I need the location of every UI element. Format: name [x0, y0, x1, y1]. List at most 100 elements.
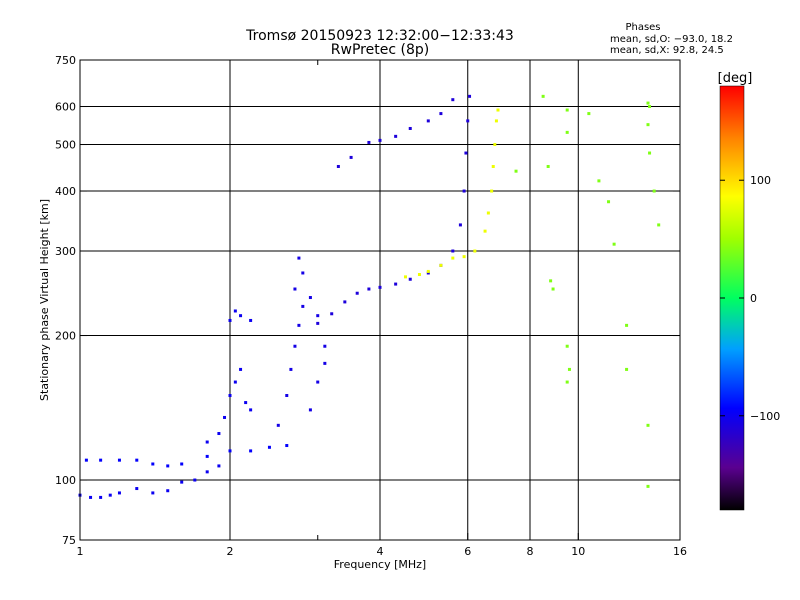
echo-point — [151, 462, 155, 466]
echo-point — [587, 112, 591, 116]
echo-point — [565, 130, 569, 134]
echo-point — [301, 271, 305, 275]
echo-point — [323, 344, 327, 348]
echo-point — [378, 285, 382, 289]
echo-point — [451, 256, 455, 260]
chart-title-line2: RwPretec (8p) — [331, 42, 429, 58]
echo-point — [541, 94, 545, 98]
echo-point — [228, 318, 232, 322]
echo-point — [657, 223, 661, 227]
y-tick-label: 100 — [55, 474, 76, 487]
echo-point — [285, 444, 289, 448]
x-tick-label: 10 — [571, 545, 585, 558]
echo-point — [293, 344, 297, 348]
echo-point — [135, 458, 139, 462]
echo-point — [289, 367, 293, 371]
echo-point — [316, 314, 320, 318]
echo-point — [99, 458, 103, 462]
echo-point — [439, 263, 443, 267]
echo-point — [426, 271, 430, 275]
echo-point — [249, 408, 253, 412]
echo-point — [483, 229, 487, 233]
echo-point — [228, 394, 232, 398]
echo-point — [403, 275, 407, 279]
x-tick-label: 2 — [227, 545, 234, 558]
y-axis-label: Stationary phase Virtual Height [km] — [38, 199, 51, 401]
echo-point — [394, 134, 398, 138]
echo-point — [466, 119, 470, 123]
y-tick-label: 750 — [55, 54, 76, 67]
echo-point — [652, 189, 656, 193]
echo-point — [646, 484, 650, 488]
echo-point — [244, 401, 248, 405]
echo-point — [355, 291, 359, 295]
echo-point — [551, 287, 555, 291]
echo-point — [193, 478, 197, 482]
y-axis-ticks: 75 100 200 300 400 500 600 750 — [55, 54, 680, 547]
colorbar-tick-label: 100 — [750, 174, 771, 187]
phases-heading: Phases — [625, 22, 660, 33]
echo-point — [394, 282, 398, 286]
echo-point — [612, 242, 616, 246]
x-tick-label: 8 — [527, 545, 534, 558]
echo-point — [462, 189, 466, 193]
echo-point — [330, 312, 334, 316]
echo-point — [166, 489, 170, 493]
echo-point — [468, 94, 472, 98]
colorbar-unit-label: [deg] — [718, 71, 753, 86]
echo-point — [217, 432, 221, 436]
echo-point — [408, 277, 412, 281]
echo-point — [514, 169, 518, 173]
echo-point — [135, 487, 139, 491]
colorbar-tick-label: 0 — [750, 292, 757, 305]
y-tick-label: 200 — [55, 330, 76, 343]
echo-point — [276, 423, 280, 427]
echo-point — [308, 408, 312, 412]
echo-point — [625, 367, 629, 371]
y-tick-label: 75 — [62, 534, 76, 547]
echo-point — [99, 495, 103, 499]
echo-point — [565, 380, 569, 384]
echo-point — [646, 123, 650, 127]
echo-point — [408, 126, 412, 130]
chart-title-line1: Tromsø 20150923 12:32:00−12:33:43 — [245, 28, 514, 44]
grid-lines — [80, 60, 680, 540]
echo-point — [117, 458, 121, 462]
echo-point — [426, 119, 430, 123]
echo-point — [336, 164, 340, 168]
echo-point — [89, 495, 93, 499]
echo-point — [565, 108, 569, 112]
echo-point — [297, 256, 301, 260]
echo-point — [301, 304, 305, 308]
echo-point — [646, 423, 650, 427]
echo-points — [78, 94, 661, 499]
y-tick-label: 300 — [55, 245, 76, 258]
phases-o-stats: mean, sd,O: −93.0, 18.2 — [610, 34, 733, 45]
echo-point — [108, 493, 112, 497]
echo-point — [228, 449, 232, 453]
echo-point — [223, 415, 227, 419]
echo-point — [249, 449, 253, 453]
echo-point — [205, 440, 209, 444]
echo-point — [451, 98, 455, 102]
echo-point — [646, 101, 650, 105]
x-tick-label: 1 — [77, 545, 84, 558]
echo-point — [549, 279, 553, 283]
echo-point — [491, 164, 495, 168]
x-tick-label: 16 — [673, 545, 687, 558]
echo-point — [217, 464, 221, 468]
echo-point — [486, 211, 490, 215]
echo-point — [233, 380, 237, 384]
echo-point — [367, 287, 371, 291]
echo-point — [166, 464, 170, 468]
echo-point — [493, 143, 497, 147]
x-tick-label: 6 — [464, 545, 471, 558]
echo-point — [494, 119, 498, 123]
echo-point — [496, 108, 500, 112]
echo-point — [239, 314, 243, 318]
y-tick-label: 400 — [55, 185, 76, 198]
echo-point — [267, 445, 271, 449]
echo-point — [458, 223, 462, 227]
echo-point — [316, 380, 320, 384]
phases-x-stats: mean, sd,X: 92.8, 24.5 — [610, 45, 724, 56]
